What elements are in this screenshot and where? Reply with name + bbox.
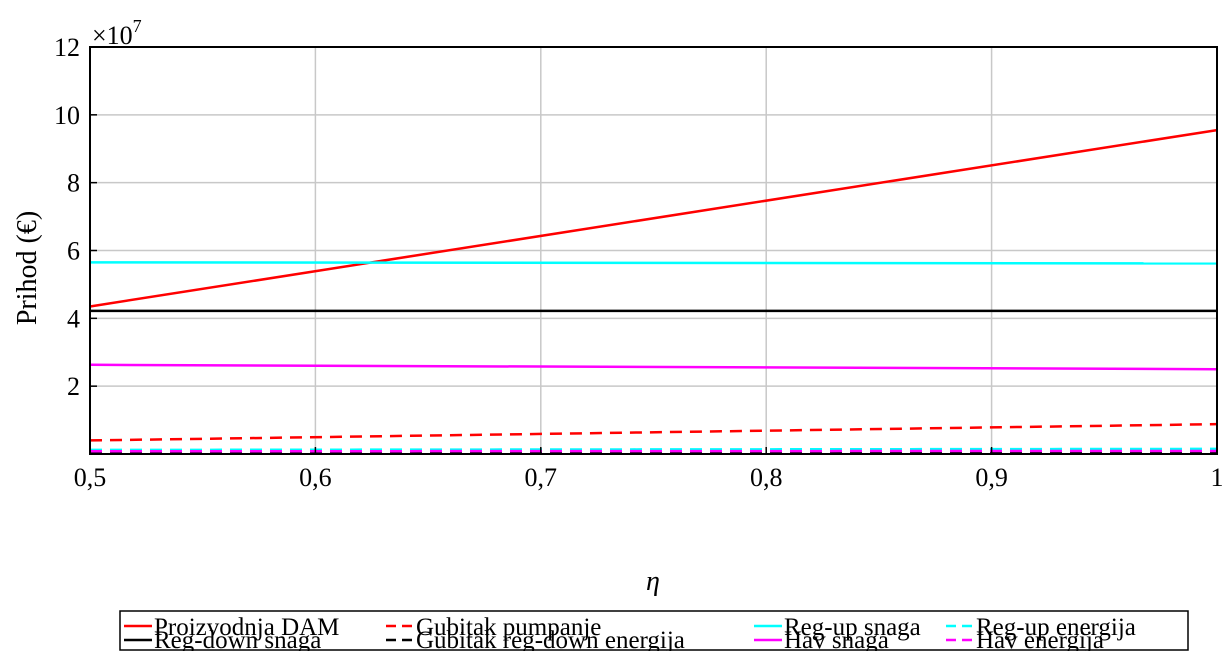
legend-label-5: Gubitak reg-down energija (416, 627, 685, 651)
series-line-6 (89, 363, 1218, 371)
x-axis-title: η (646, 566, 660, 597)
y-multiplier: ×107 (92, 16, 142, 50)
x-tick-labels: 0,5 0,6 0,7 0,8 0,9 1 (74, 447, 1224, 492)
y-tick-label-1: 4 (67, 304, 80, 333)
legend-label-6: Hav snaga (784, 627, 889, 651)
x-tick-label-5: 1 (1211, 463, 1224, 492)
x-tick-label-0: 0,5 (74, 463, 107, 492)
y-tick-label-2: 6 (67, 237, 80, 266)
y-tick-label-3: 8 (67, 169, 80, 198)
series-line-3 (89, 447, 1218, 452)
x-tick-label-4: 0,9 (975, 463, 1008, 492)
y-tick-labels: 2 4 6 8 10 12 (54, 33, 97, 401)
series-line-1 (89, 422, 1218, 442)
legend-label-2: Reg-up snaga (784, 614, 921, 641)
legend-label-7: Hav energija (976, 627, 1104, 651)
legend-label-1: Gubitak pumpanje (416, 614, 601, 641)
x-tick-label-2: 0,7 (525, 463, 558, 492)
y-tick-label-5: 12 (54, 33, 80, 62)
y-tick-label-0: 2 (67, 372, 80, 401)
y-multiplier-base: ×10 (92, 21, 133, 50)
legend-label-3: Reg-up energija (976, 614, 1136, 641)
series-line-2 (89, 261, 1218, 265)
y-tick-label-4: 10 (54, 101, 80, 130)
x-tick-label-3: 0,8 (750, 463, 783, 492)
grid (89, 46, 1218, 454)
legend-box (119, 610, 1189, 651)
x-tick-label-1: 0,6 (299, 463, 332, 492)
series-line-0 (89, 128, 1218, 308)
legend-label-4: Reg-down snaga (154, 627, 321, 651)
legend-label-0: Proizvodnja DAM (154, 614, 339, 641)
y-axis-title: Prihod (€) (12, 211, 43, 325)
legend: Proizvodnja DAM Gubitak pumpanje Reg-up sn… (119, 610, 1189, 651)
y-multiplier-exponent: 7 (133, 16, 142, 36)
series-lines (89, 128, 1218, 454)
